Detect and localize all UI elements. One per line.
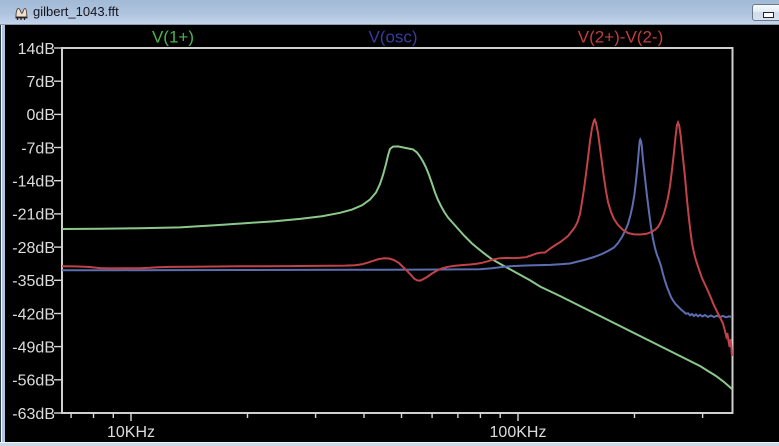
svg-text:-14dB: -14dB bbox=[12, 174, 55, 191]
svg-text:14dB: 14dB bbox=[18, 41, 55, 58]
svg-text:7dB: 7dB bbox=[27, 74, 55, 91]
svg-text:V(osc): V(osc) bbox=[368, 28, 417, 47]
svg-text:-21dB: -21dB bbox=[12, 207, 55, 224]
svg-text:-35dB: -35dB bbox=[12, 273, 55, 290]
svg-text:10KHz: 10KHz bbox=[107, 424, 155, 441]
svg-text:100KHz: 100KHz bbox=[490, 424, 547, 441]
svg-text:-56dB: -56dB bbox=[12, 373, 55, 390]
svg-text:0dB: 0dB bbox=[27, 107, 55, 124]
svg-text:-28dB: -28dB bbox=[12, 240, 55, 257]
svg-text:V(1+): V(1+) bbox=[152, 28, 194, 47]
svg-text:-63dB: -63dB bbox=[12, 406, 55, 423]
svg-text:-42dB: -42dB bbox=[12, 306, 55, 323]
svg-text:-49dB: -49dB bbox=[12, 339, 55, 356]
svg-text:-7dB: -7dB bbox=[21, 140, 55, 157]
svg-text:V(2+)-V(2-): V(2+)-V(2-) bbox=[578, 28, 663, 47]
